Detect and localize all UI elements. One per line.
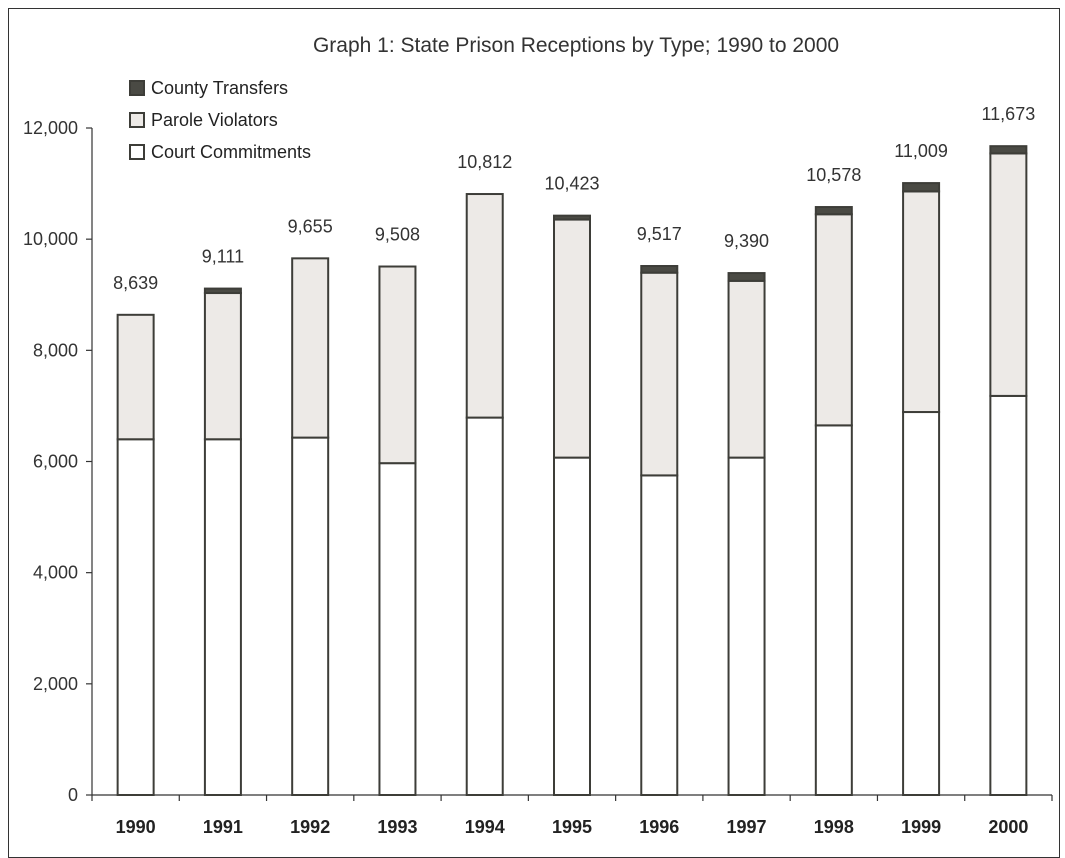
legend: County Transfers Parole Violators Court Co…: [129, 78, 311, 162]
chart-title: Graph 1: State Prison Receptions by Type…: [313, 34, 839, 57]
bar-segment-court-commitments: [203, 438, 242, 796]
bar-segment-parole-violators: [465, 193, 504, 419]
y-tick-label: 10,000: [23, 229, 78, 249]
bar-segment-court-commitments: [378, 462, 417, 796]
bar-segment-county-transfers: [814, 206, 853, 216]
bar-total-label: 10,578: [806, 165, 861, 185]
bar-segment-parole-violators: [814, 213, 853, 427]
bar-segment-court-commitments: [465, 416, 504, 796]
bar-total-label: 11,009: [894, 141, 948, 161]
bar-segment-parole-violators: [727, 279, 766, 459]
bar-segment-court-commitments: [814, 424, 853, 796]
x-tick-label: 1992: [290, 817, 330, 837]
legend-item-parole-violators: Parole Violators: [129, 110, 278, 130]
bar-segment-parole-violators: [640, 271, 679, 477]
y-tick-label: 12,000: [23, 118, 78, 138]
bar-total-label: 9,517: [637, 224, 682, 244]
x-tick-label: 1998: [814, 817, 854, 837]
bar-segment-court-commitments: [727, 456, 766, 796]
x-tick-label: 1993: [377, 817, 417, 837]
axes: 0 2,000 4,000 6,000 8,000 10,000 12,000: [23, 118, 1053, 805]
bar-segment-court-commitments: [553, 456, 591, 796]
bar-segment-court-commitments: [291, 436, 330, 796]
bars: [116, 145, 1028, 796]
x-tick-label: 1999: [901, 817, 941, 837]
y-tick-label: 0: [68, 785, 78, 805]
bar-total-label: 9,390: [724, 231, 769, 251]
legend-swatch: [129, 112, 145, 128]
bar-total-label: 9,508: [375, 225, 420, 245]
bar-segment-parole-violators: [553, 218, 591, 459]
legend-swatch: [129, 80, 145, 96]
total-labels: 1990 8,639 1991 9,111 1992 9,655 1993 9,508 1994…: [113, 104, 1035, 837]
x-tick-label: 1996: [639, 817, 679, 837]
bar-segment-county-transfers: [989, 145, 1028, 155]
legend-item-court-commitments: Court Commitments: [129, 142, 311, 162]
bar-total-label: 8,639: [113, 273, 158, 293]
bar-segment-court-commitments: [902, 411, 941, 796]
x-tick-label: 1994: [465, 817, 505, 837]
bar-segment-parole-violators: [378, 265, 417, 465]
y-tick-label: 4,000: [33, 563, 78, 583]
bar-segment-parole-violators: [291, 257, 330, 439]
bar-segment-court-commitments: [640, 474, 679, 796]
y-tick-label: 8,000: [33, 340, 78, 360]
bar-total-label: 9,655: [288, 216, 333, 236]
bar-segment-court-commitments: [989, 394, 1028, 796]
bar-segment-county-transfers: [553, 214, 591, 221]
bar-segment-parole-violators: [989, 152, 1028, 397]
y-tick-label: 2,000: [33, 674, 78, 694]
bar-segment-parole-violators: [116, 313, 155, 441]
x-tick-label: 1995: [552, 817, 592, 837]
bar-segment-parole-violators: [203, 292, 242, 441]
x-tick-label: 1997: [727, 817, 767, 837]
bar-segment-parole-violators: [902, 190, 941, 414]
bar-segment-county-transfers: [902, 182, 941, 193]
x-tick-label: 2000: [988, 817, 1028, 837]
legend-label: County Transfers: [151, 78, 288, 98]
y-tick-label: 6,000: [33, 452, 78, 472]
bar-segment-court-commitments: [116, 438, 155, 796]
legend-label: Parole Violators: [151, 110, 278, 130]
bar-segment-county-transfers: [640, 265, 679, 274]
legend-label: Court Commitments: [151, 142, 311, 162]
bar-total-label: 9,111: [202, 247, 244, 267]
bar-segment-county-transfers: [203, 287, 242, 295]
legend-swatch: [129, 144, 145, 160]
bar-total-label: 10,423: [544, 174, 599, 194]
bar-total-label: 10,812: [457, 152, 512, 172]
bar-segment-county-transfers: [727, 272, 766, 282]
bar-total-label: 11,673: [982, 104, 1036, 124]
x-tick-label: 1991: [203, 817, 243, 837]
legend-item-county-transfers: County Transfers: [129, 78, 288, 98]
x-tick-label: 1990: [116, 817, 156, 837]
